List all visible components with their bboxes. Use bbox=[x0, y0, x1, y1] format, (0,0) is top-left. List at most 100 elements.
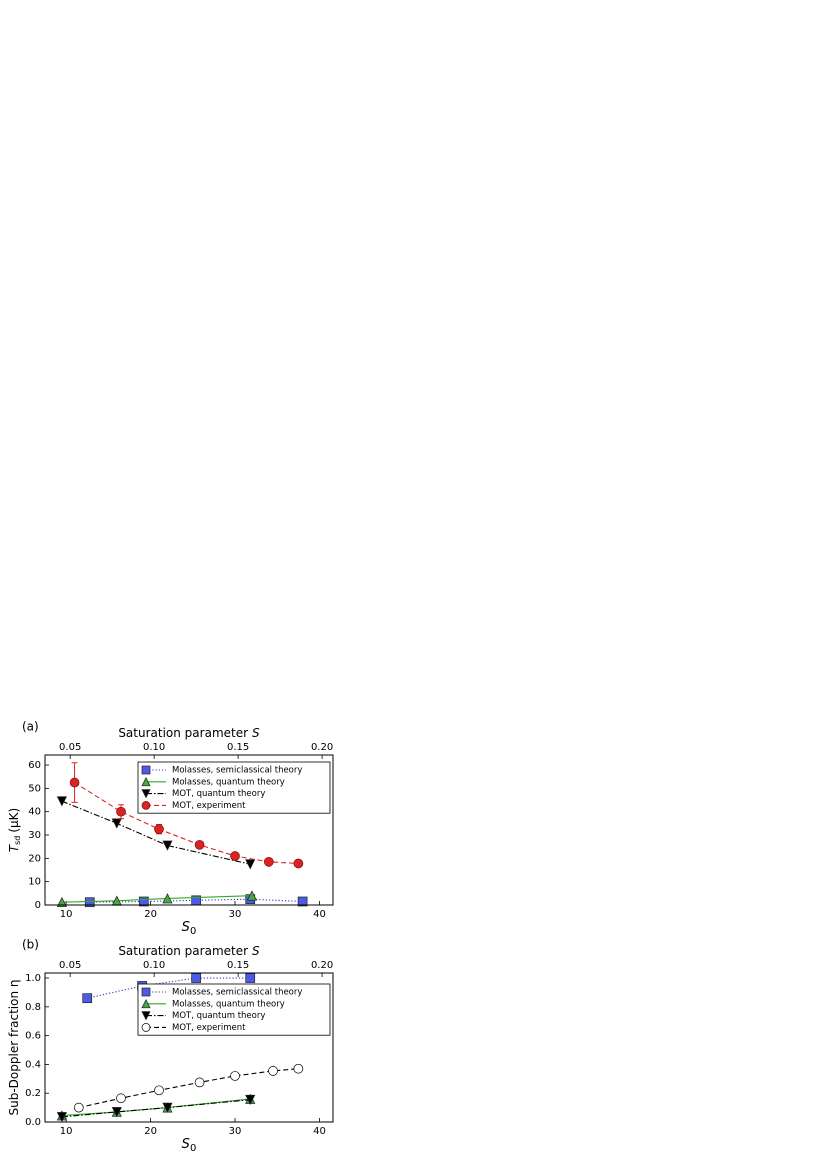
x-tick-label: 20 bbox=[144, 1126, 157, 1137]
marker bbox=[111, 818, 122, 829]
x-tick-label: 20 bbox=[144, 909, 157, 920]
marker bbox=[69, 777, 80, 788]
y-tick-label: 0 bbox=[35, 900, 41, 911]
marker bbox=[116, 1093, 126, 1104]
marker bbox=[154, 1085, 164, 1096]
y-tick-label: 0.0 bbox=[25, 1117, 41, 1128]
x2-label-var: S bbox=[252, 726, 260, 740]
y-label-var: T bbox=[7, 843, 21, 852]
legend-marker bbox=[141, 801, 151, 810]
y-axis-label: Sub-Doppler fraction η bbox=[7, 980, 21, 1116]
marker bbox=[194, 839, 205, 850]
legend-marker bbox=[141, 789, 151, 799]
x2-tick-label: 0.10 bbox=[143, 742, 165, 753]
x2-label-var: S bbox=[252, 944, 260, 958]
x-tick-label: 10 bbox=[60, 1126, 73, 1137]
panel-label: (b) bbox=[22, 938, 39, 952]
x2-tick-label: 0.20 bbox=[311, 960, 333, 971]
marker bbox=[297, 896, 308, 907]
marker bbox=[116, 806, 126, 817]
marker bbox=[293, 1063, 304, 1074]
x-label-sub: 0 bbox=[190, 1143, 196, 1154]
y-tick-label: 10 bbox=[28, 877, 41, 888]
legend-label: Molasses, semiclassical theory bbox=[172, 766, 302, 776]
panel-label: (a) bbox=[22, 720, 39, 734]
x-tick-label: 40 bbox=[313, 909, 326, 920]
y-label-sub: sd bbox=[13, 836, 22, 845]
marker bbox=[268, 1066, 278, 1076]
x2-tick-label: 0.10 bbox=[143, 960, 165, 971]
marker bbox=[162, 893, 173, 904]
plot-frame bbox=[44, 972, 334, 1123]
x-tick-label: 10 bbox=[60, 909, 73, 920]
x2-tick-label: 0.15 bbox=[227, 960, 249, 971]
marker bbox=[56, 1112, 67, 1123]
legend-marker bbox=[141, 765, 151, 775]
legend-label: MOT, experiment bbox=[172, 801, 246, 811]
x2-tick-label: 0.05 bbox=[59, 960, 81, 971]
series-line bbox=[61, 895, 252, 903]
y-label-text: Sub-Doppler fraction η bbox=[7, 980, 21, 1116]
marker bbox=[138, 896, 149, 907]
y-axis-label: Tsd (μK) bbox=[7, 808, 22, 852]
legend-marker bbox=[141, 777, 151, 787]
x-label-var: S bbox=[182, 1137, 190, 1152]
series-line bbox=[61, 1099, 251, 1118]
x2-axis-label: Saturation parameter S bbox=[118, 726, 260, 740]
marker bbox=[82, 993, 93, 1004]
legend-marker bbox=[141, 1011, 151, 1021]
marker bbox=[162, 840, 173, 851]
marker bbox=[84, 897, 95, 908]
x-label-var: S bbox=[182, 920, 190, 935]
y-tick-label: 1.0 bbox=[25, 973, 41, 984]
legend-marker bbox=[141, 999, 151, 1009]
y-tick-label: 0.8 bbox=[25, 1002, 41, 1013]
y-tick-label: 0.4 bbox=[25, 1059, 41, 1070]
legend-label: MOT, experiment bbox=[172, 1023, 246, 1033]
y-tick-label: 30 bbox=[28, 830, 41, 841]
y-tick-label: 60 bbox=[28, 760, 41, 771]
legend-label: Molasses, semiclassical theory bbox=[172, 988, 302, 998]
marker bbox=[230, 851, 240, 861]
marker bbox=[245, 973, 256, 983]
legend-box bbox=[137, 983, 331, 1036]
x-label-sub: 0 bbox=[190, 926, 196, 937]
x-tick-label: 30 bbox=[229, 1126, 242, 1137]
legend-label: Molasses, quantum theory bbox=[172, 777, 285, 787]
x2-label-text: Saturation parameter bbox=[118, 944, 248, 958]
legend-marker bbox=[141, 987, 151, 997]
legend-box bbox=[137, 761, 331, 814]
y-tick-label: 0.2 bbox=[25, 1088, 41, 1099]
y-tick-label: 20 bbox=[28, 853, 41, 864]
y-tick-label: 50 bbox=[28, 783, 41, 794]
y-tick-label: 40 bbox=[28, 807, 41, 818]
legend-label: Molasses, quantum theory bbox=[172, 999, 285, 1009]
series-line bbox=[87, 977, 251, 999]
x2-axis-label: Saturation parameter S bbox=[118, 944, 260, 958]
marker bbox=[73, 1102, 84, 1113]
legend-marker bbox=[141, 1023, 151, 1032]
x2-label-text: Saturation parameter bbox=[118, 726, 248, 740]
plot-frame bbox=[44, 754, 334, 906]
x-tick-label: 30 bbox=[229, 909, 242, 920]
x-axis-label: S0 bbox=[182, 1137, 197, 1155]
marker bbox=[230, 1071, 240, 1081]
marker bbox=[245, 859, 256, 870]
marker bbox=[246, 890, 257, 901]
marker bbox=[263, 856, 274, 867]
x2-tick-label: 0.20 bbox=[311, 742, 333, 753]
marker bbox=[56, 796, 67, 807]
legend-label: MOT, quantum theory bbox=[172, 1011, 265, 1021]
y-tick-label: 0.6 bbox=[25, 1031, 41, 1042]
marker bbox=[56, 896, 67, 908]
marker bbox=[111, 1107, 122, 1118]
x2-tick-label: 0.05 bbox=[59, 742, 81, 753]
marker bbox=[293, 858, 304, 869]
y-label-unit: (μK) bbox=[7, 808, 21, 833]
legend-label: MOT, quantum theory bbox=[172, 789, 265, 799]
marker bbox=[194, 1077, 205, 1088]
marker bbox=[191, 973, 202, 983]
x-tick-label: 40 bbox=[313, 1126, 326, 1137]
